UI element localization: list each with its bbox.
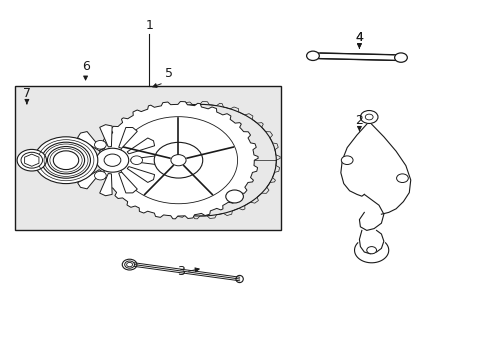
Circle shape — [366, 247, 376, 254]
Circle shape — [130, 156, 142, 165]
Polygon shape — [127, 138, 154, 154]
Polygon shape — [100, 125, 112, 147]
Circle shape — [225, 190, 243, 203]
Polygon shape — [99, 102, 258, 219]
Text: 1: 1 — [145, 19, 153, 32]
Circle shape — [104, 154, 121, 166]
Polygon shape — [78, 131, 102, 151]
Polygon shape — [127, 167, 154, 183]
Polygon shape — [65, 163, 95, 174]
Circle shape — [396, 174, 407, 183]
Circle shape — [96, 148, 128, 172]
Circle shape — [171, 154, 185, 166]
Circle shape — [21, 152, 42, 168]
Polygon shape — [131, 156, 161, 165]
Circle shape — [34, 137, 98, 184]
Polygon shape — [119, 172, 137, 193]
Circle shape — [394, 53, 407, 62]
Polygon shape — [119, 127, 137, 148]
Text: 4: 4 — [355, 31, 363, 44]
Circle shape — [119, 117, 237, 204]
Circle shape — [17, 149, 46, 171]
Text: 6: 6 — [81, 60, 89, 73]
Circle shape — [25, 156, 38, 165]
Text: 4: 4 — [355, 31, 363, 44]
Polygon shape — [65, 146, 95, 157]
Circle shape — [94, 140, 106, 149]
Text: 2: 2 — [355, 114, 363, 127]
Circle shape — [341, 156, 352, 165]
Polygon shape — [100, 174, 112, 196]
Circle shape — [360, 111, 377, 123]
Circle shape — [94, 171, 106, 180]
Text: 7: 7 — [23, 87, 31, 100]
Polygon shape — [78, 170, 102, 189]
Circle shape — [306, 51, 319, 60]
Text: 5: 5 — [164, 67, 172, 80]
Circle shape — [154, 142, 203, 178]
Polygon shape — [24, 154, 39, 166]
Bar — [15, 86, 281, 230]
Text: 3: 3 — [177, 265, 184, 278]
